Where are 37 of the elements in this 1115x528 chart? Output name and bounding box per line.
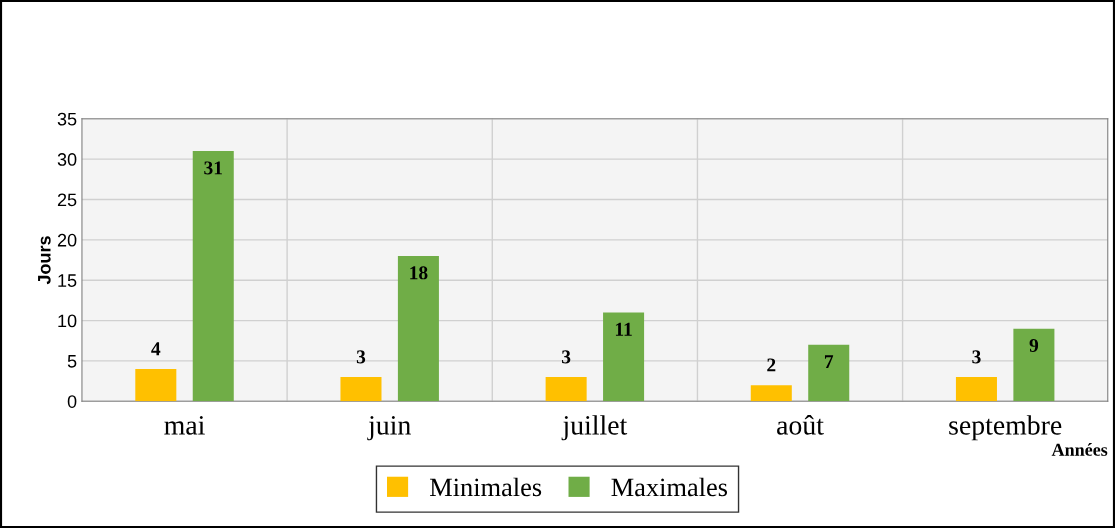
data-label: 9 [1029, 338, 1039, 353]
bar [397, 256, 439, 402]
bar [1013, 328, 1055, 402]
bar [955, 377, 997, 402]
legend-label: Maximales [611, 477, 728, 497]
x-tick-label: mai [164, 416, 205, 435]
data-label: 18 [410, 266, 428, 280]
y-tick-label: 0 [67, 395, 77, 408]
data-label: 7 [824, 355, 834, 368]
x-tick-label: juin [367, 416, 411, 441]
data-label: 31 [204, 161, 222, 175]
data-label: 3 [562, 350, 571, 364]
data-label: 3 [972, 350, 981, 364]
x-axis-title: Années [1051, 443, 1108, 456]
data-label: 2 [767, 358, 776, 372]
bar [192, 151, 234, 402]
bar [808, 344, 850, 402]
data-label: 4 [151, 342, 161, 356]
bar [750, 385, 792, 402]
legend-label: Minimales [429, 477, 542, 497]
y-tick-label: 30 [57, 153, 77, 166]
y-tick-label: 10 [58, 314, 77, 328]
data-label: 3 [356, 350, 366, 364]
bar [603, 312, 645, 402]
data-label: 11 [615, 322, 632, 336]
x-tick-label: juillet [561, 415, 628, 441]
y-tick-label: 25 [57, 193, 77, 207]
y-tick-label: 20 [57, 233, 77, 247]
y-tick-label: 35 [57, 112, 77, 126]
bar [135, 369, 177, 402]
y-tick-label: 5 [67, 355, 77, 368]
x-tick-label: septembre [949, 415, 1062, 441]
y-axis-title: Jours [38, 236, 51, 285]
x-tick-label: août [777, 415, 824, 435]
bar [545, 377, 587, 402]
y-tick-label: 15 [58, 274, 77, 287]
bar [340, 377, 382, 402]
